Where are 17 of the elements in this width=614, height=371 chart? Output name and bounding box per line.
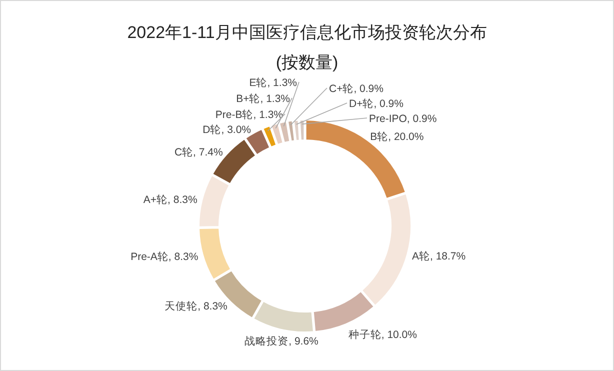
slice-label: C+轮, 0.9% [329, 83, 384, 95]
slice-label: 天使轮, 8.3% [164, 300, 228, 312]
slice-label: B+轮, 1.3% [236, 93, 290, 105]
chart-subtitle: (按数量) [276, 53, 338, 72]
slice-label: Pre-A轮, 8.3% [130, 251, 198, 264]
slice-label: C轮, 7.4% [174, 146, 223, 158]
slice-label: B轮, 20.0% [370, 131, 424, 144]
slice-label: D轮, 3.0% [202, 124, 252, 136]
slice-label: 战略投资, 9.6% [244, 335, 318, 348]
slice-label: E轮, 1.3% [249, 77, 297, 89]
slice-label: A轮, 18.7% [412, 250, 466, 263]
slice-label: Pre-IPO, 0.9% [369, 113, 437, 125]
slice-label: Pre-B轮, 1.3% [215, 109, 283, 121]
slice-label: 种子轮, 10.0% [348, 328, 417, 342]
slice-label: A+轮, 8.3% [143, 194, 198, 206]
slice-label: D+轮, 0.9% [349, 98, 404, 110]
chart-title: 2022年1-11月中国医疗信息化市场投资轮次分布 [127, 23, 487, 42]
